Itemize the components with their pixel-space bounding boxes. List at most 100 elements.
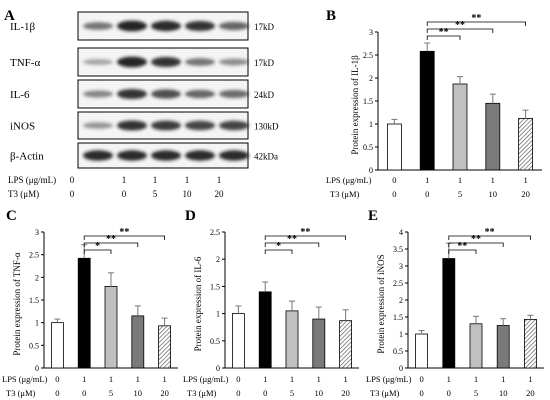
significance-label: **: [457, 241, 467, 252]
lps-value: 1: [82, 374, 86, 384]
y-tick-label: 0: [35, 364, 39, 373]
y-tick-label: 2: [35, 273, 39, 282]
significance-bracket: [264, 242, 320, 247]
t3-value: 20: [526, 388, 535, 398]
blot-band: [219, 90, 249, 98]
blot-band: [83, 90, 113, 98]
blot-band: [185, 89, 215, 99]
panel-a-letter: A: [4, 8, 15, 24]
significance-label: *: [95, 241, 100, 252]
lps-value: 1: [217, 175, 222, 185]
t3-value: 0: [236, 388, 240, 398]
t3-value: 0: [447, 388, 451, 398]
blot-band: [117, 56, 147, 68]
t3-value: 20: [341, 388, 350, 398]
bar: [415, 333, 428, 369]
y-tick-label: 0.5: [363, 143, 373, 152]
blot-kd-label: 42kDa: [254, 152, 278, 162]
bar: [485, 102, 501, 171]
bar: [469, 323, 483, 369]
blot-band: [219, 120, 249, 131]
bar: [285, 310, 299, 369]
lps-value: 0: [55, 374, 59, 384]
y-tick-label: 1: [216, 310, 220, 319]
y-tick-label: 3.5: [393, 245, 403, 254]
t3-value: 5: [290, 388, 294, 398]
blot-kd-label: 17kD: [254, 22, 275, 32]
significance-bracket: [448, 242, 504, 247]
t3-value: 0: [82, 388, 86, 398]
y-tick-label: 3: [35, 228, 39, 237]
y-tick-label: 1.5: [363, 97, 373, 106]
significance-bracket: [83, 249, 112, 254]
lps-value: 1: [185, 175, 190, 185]
bar: [104, 286, 118, 369]
significance-bracket: [426, 21, 526, 26]
y-tick-label: 2.5: [29, 251, 39, 260]
t3-row-label: T3 (μM): [6, 388, 36, 398]
significance-bracket: [83, 242, 139, 247]
y-axis-label: Protein expression of iNOS: [376, 254, 386, 353]
blot-band: [219, 150, 249, 161]
significance-label: **: [439, 27, 449, 38]
lps-value: 1: [290, 374, 294, 384]
y-tick-label: 3: [369, 28, 373, 37]
lps-value: 1: [136, 374, 140, 384]
lps-value: 1: [523, 175, 527, 185]
blot-label: TNF-α: [10, 57, 40, 69]
blot-label: IL-1β: [10, 21, 36, 33]
panel-letter: B: [326, 8, 336, 24]
bar: [442, 258, 456, 369]
y-tick-label: 2: [369, 74, 373, 83]
bar: [77, 257, 91, 369]
lps-value: 1: [501, 374, 505, 384]
t3-row-label: T3 (μM): [8, 189, 39, 199]
bar: [158, 325, 172, 369]
lps-value: 1: [263, 374, 267, 384]
panel-letter: D: [185, 208, 196, 224]
t3-value: 10: [183, 189, 193, 199]
panel-d-il6-chart: D 0 0.5 1 1.5 2 2.5 Protein expression of IL-6 *…: [183, 208, 359, 398]
significance-label: **: [471, 13, 481, 24]
t3-value: 0: [392, 189, 396, 199]
t3-value: 0: [122, 189, 127, 199]
significance-label: **: [300, 227, 310, 238]
significance-bracket: [426, 28, 494, 33]
y-tick-label: 0.5: [393, 347, 403, 356]
blot-label: IL-6: [10, 89, 30, 101]
significance-label: *: [276, 241, 281, 252]
blot-band: [219, 21, 249, 31]
panel-b-il1b-chart: B 0 0.5 1 1.5 2 2.5 3 Protein expression of IL-1…: [326, 8, 542, 199]
significance-bracket: [83, 235, 165, 240]
lps-value: 1: [491, 175, 495, 185]
y-tick-label: 1: [369, 120, 373, 129]
t3-value: 10: [315, 388, 324, 398]
lps-row-label: LPS (μg/mL): [8, 175, 56, 185]
significance-label: **: [485, 227, 495, 238]
y-tick-label: 0.5: [29, 341, 39, 350]
t3-value: 0: [263, 388, 267, 398]
lps-value: 0: [419, 374, 423, 384]
lps-value: 1: [447, 374, 451, 384]
blot-band: [117, 120, 147, 131]
bar: [51, 322, 64, 369]
t3-value: 5: [458, 189, 462, 199]
t3-row-label: T3 (μM): [370, 388, 400, 398]
t3-value: 5: [474, 388, 478, 398]
lps-value: 1: [343, 374, 347, 384]
y-tick-label: 1.5: [210, 282, 220, 291]
bar: [419, 50, 435, 171]
lps-value: 0: [70, 175, 75, 185]
lps-row-label: LPS (μg/mL): [2, 374, 48, 384]
significance-bracket: [448, 235, 531, 240]
blot-band: [117, 150, 147, 161]
lps-value: 1: [162, 374, 166, 384]
blot-band: [219, 58, 249, 66]
bar: [339, 320, 353, 369]
significance-bracket: [448, 249, 477, 254]
blot-band: [151, 120, 181, 131]
y-tick-label: 4: [399, 228, 403, 237]
blot-band: [185, 20, 215, 32]
t3-value: 0: [425, 189, 429, 199]
lps-row-label: LPS (μg/mL): [366, 374, 412, 384]
